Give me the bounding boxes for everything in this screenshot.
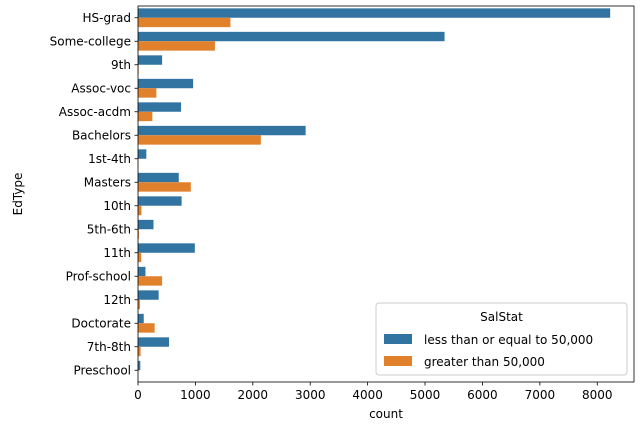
y-axis-ticks: HS-grad Some-college 9th Assoc-voc Assoc-acd… — [50, 11, 138, 377]
legend-title: SalStat — [480, 310, 523, 324]
bar-bachelors-series-1 — [138, 135, 261, 145]
legend-swatch-less-than-or-equal — [384, 334, 412, 344]
legend-label-less-than-or-equal: less than or equal to 50,000 — [424, 333, 593, 347]
x-tick-label-3000: 3000 — [295, 388, 326, 402]
x-tick-label-2000: 2000 — [238, 388, 269, 402]
y-tick-label-masters: Masters — [84, 175, 131, 189]
legend-swatch-greater-than — [384, 356, 412, 366]
y-tick-label-12th: 12th — [103, 293, 131, 307]
x-tick-label-4000: 4000 — [352, 388, 383, 402]
bar-masters-series-1 — [138, 182, 191, 192]
bar-9th-series-0 — [138, 55, 163, 65]
legend-box — [375, 302, 628, 376]
plot-border — [137, 5, 635, 383]
y-tick-label-doctorate: Doctorate — [71, 316, 131, 330]
bar-12th-series-0 — [138, 290, 159, 300]
bar-5th-6th-series-0 — [138, 219, 154, 230]
y-tick-label-prof-school: Prof-school — [66, 269, 131, 283]
x-tick-label-5000: 5000 — [410, 388, 441, 402]
bar-doctorate-series-1 — [138, 323, 155, 333]
bar-some-college-series-0 — [138, 31, 445, 42]
x-axis-label: count — [369, 407, 403, 421]
bar-prof-school-series-0 — [138, 266, 146, 277]
y-tick-label-preschool: Preschool — [73, 363, 131, 377]
bar-assoc-acdm-series-0 — [138, 102, 182, 112]
bar-hs-grad-series-0 — [138, 8, 611, 18]
bar-7th-8th-series-1 — [138, 346, 141, 357]
bar-10th-series-1 — [138, 205, 142, 216]
plot-frame — [137, 5, 635, 383]
y-tick-label-bachelors: Bachelors — [72, 128, 131, 142]
bar-doctorate-series-0 — [138, 313, 144, 324]
bar-preschool-series-0 — [138, 360, 141, 371]
bar-5th-6th-series-1 — [138, 229, 139, 239]
bar-masters-series-0 — [138, 172, 179, 183]
bar-1st-4th-series-0 — [138, 149, 147, 159]
y-tick-label-assoc-acdm: Assoc-acdm — [59, 105, 131, 119]
bar-assoc-voc-series-0 — [138, 78, 194, 89]
bar-7th-8th-series-0 — [138, 337, 169, 347]
bar-bachelors-series-0 — [138, 125, 306, 136]
x-axis-ticks: 0 1000 2000 3000 4000 5000 6000 7000 8000 — [134, 382, 613, 402]
bar-assoc-voc-series-1 — [138, 88, 157, 98]
bar-11th-series-1 — [138, 252, 142, 263]
x-tick-label-8000: 8000 — [582, 388, 613, 402]
y-tick-label-1st-4th: 1st-4th — [88, 152, 131, 166]
bar-hs-grad-series-1 — [138, 17, 231, 28]
bar-10th-series-0 — [138, 196, 182, 206]
y-tick-label-some-college: Some-college — [50, 34, 131, 48]
bar-12th-series-1 — [138, 299, 141, 310]
y-tick-label-9th: 9th — [111, 58, 131, 72]
y-axis-label: EdType — [11, 173, 25, 216]
x-tick-label-0: 0 — [134, 388, 142, 402]
bar-assoc-acdm-series-1 — [138, 111, 153, 122]
bar-some-college-series-1 — [138, 41, 215, 51]
y-tick-label-10th: 10th — [103, 199, 131, 213]
legend-label-greater-than: greater than 50,000 — [424, 355, 545, 369]
bars-layer — [138, 8, 611, 371]
x-tick-label-1000: 1000 — [180, 388, 211, 402]
legend: SalStat less than or equal to 50,000 gre… — [375, 302, 628, 376]
bar-11th-series-0 — [138, 243, 195, 253]
x-tick-label-7000: 7000 — [525, 388, 556, 402]
x-tick-label-6000: 6000 — [467, 388, 498, 402]
y-tick-label-hs-grad: HS-grad — [83, 11, 132, 25]
bar-prof-school-series-1 — [138, 276, 163, 286]
y-tick-label-11th: 11th — [103, 246, 131, 260]
y-tick-label-assoc-voc: Assoc-voc — [71, 81, 131, 95]
y-tick-label-7th-8th: 7th-8th — [87, 340, 131, 354]
y-tick-label-5th-6th: 5th-6th — [87, 222, 131, 236]
